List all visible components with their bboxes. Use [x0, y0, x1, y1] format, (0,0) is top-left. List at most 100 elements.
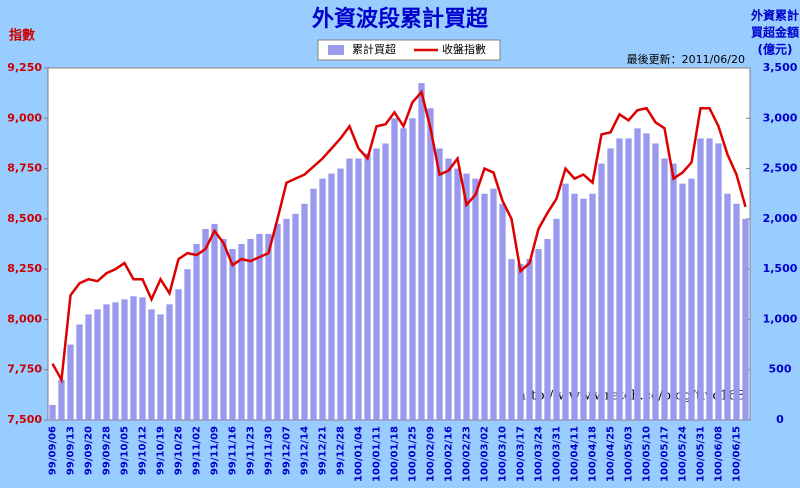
y2ticks-label: 3,000	[763, 111, 798, 124]
x-tick-label: 99/12/28	[336, 426, 347, 475]
bar	[571, 193, 578, 420]
x-tick-label: 100/06/08	[714, 426, 725, 482]
bar	[184, 269, 191, 420]
bar	[382, 143, 389, 420]
x-tick-label: 100/03/10	[498, 426, 509, 482]
yticks-label: 8,750	[7, 162, 42, 175]
x-tick-label: 99/12/14	[300, 426, 311, 475]
y2ticks-label: 2,500	[763, 162, 798, 175]
bar	[598, 163, 605, 421]
x-tick-label: 100/01/11	[372, 426, 383, 482]
bar	[544, 238, 551, 420]
x-tick-label: 100/01/04	[354, 426, 365, 482]
x-tick-label: 99/11/23	[246, 426, 257, 475]
bar	[589, 193, 596, 420]
bar	[553, 218, 560, 420]
bar	[679, 183, 686, 420]
bar	[364, 153, 371, 420]
x-tick-label: 100/05/17	[660, 426, 671, 482]
x-tick-label: 100/05/31	[696, 426, 707, 482]
x-tick-label: 100/05/03	[624, 426, 635, 482]
bar	[526, 259, 533, 420]
yticks-label: 8,500	[7, 212, 42, 225]
bar	[670, 163, 677, 421]
x-tick-label: 100/05/10	[642, 426, 653, 482]
bar	[418, 83, 425, 420]
bar	[166, 304, 173, 420]
bar	[652, 143, 659, 420]
bar	[373, 148, 380, 420]
bar	[688, 178, 695, 420]
x-tick-label: 100/06/15	[732, 426, 743, 482]
x-tick-label: 100/04/11	[570, 426, 581, 482]
x-tick-label: 100/01/25	[408, 426, 419, 482]
bar	[643, 133, 650, 420]
x-tick-label: 100/02/09	[426, 426, 437, 482]
x-tick-label: 99/12/21	[318, 426, 329, 475]
bar	[292, 213, 299, 420]
line	[51, 89, 747, 384]
x-tick-label: 100/03/17	[516, 426, 527, 482]
x-tick-label: 100/02/23	[462, 426, 473, 482]
bar	[85, 314, 92, 420]
x-tick-label: 99/10/26	[174, 426, 185, 475]
bar	[625, 138, 632, 420]
x-tick-label: 99/11/16	[228, 426, 239, 475]
bar	[535, 249, 542, 420]
bar	[58, 379, 65, 420]
bar	[49, 404, 56, 420]
legend	[317, 39, 501, 61]
bar	[427, 108, 434, 420]
yticks-label: 8,250	[7, 262, 42, 275]
bar	[391, 118, 398, 421]
y2ticks-label: 3,500	[763, 61, 798, 74]
bar	[148, 309, 155, 420]
bar	[634, 128, 641, 421]
y2ticks-label: 2,000	[763, 212, 798, 225]
bar	[130, 296, 137, 420]
bar	[94, 309, 101, 420]
bar	[463, 173, 470, 420]
legend-swatch	[328, 45, 344, 55]
bar	[247, 238, 254, 420]
update-note: 最後更新：2011/06/20	[627, 52, 745, 66]
bar	[76, 324, 83, 420]
y-axis-title: 指數	[9, 28, 35, 44]
bar	[661, 158, 668, 420]
bar	[400, 128, 407, 421]
bar	[139, 297, 146, 420]
x-tick-label: 99/10/12	[138, 426, 149, 475]
bar	[490, 188, 497, 420]
x-tick-label: 99/10/05	[120, 426, 131, 475]
bar	[472, 178, 479, 420]
bar	[211, 223, 218, 420]
x-tick-label: 99/11/02	[192, 426, 203, 475]
bar	[706, 138, 713, 420]
y2ticks-label: 0	[776, 413, 784, 426]
bar	[724, 193, 731, 420]
bar	[409, 118, 416, 421]
x-tick-label: 100/03/24	[534, 426, 545, 482]
x-tick-label: 100/03/02	[480, 426, 491, 482]
bar	[742, 218, 749, 420]
bar	[697, 138, 704, 420]
x-tick-label: 99/11/09	[210, 426, 221, 475]
bar	[220, 238, 227, 420]
bar	[310, 188, 317, 420]
yticks-label: 7,500	[7, 413, 42, 426]
bar	[481, 193, 488, 420]
bar	[319, 178, 326, 420]
bar	[508, 259, 515, 420]
yticks-label: 8,000	[7, 312, 42, 325]
bar	[274, 223, 281, 420]
bar	[112, 302, 119, 420]
bar	[256, 233, 263, 420]
yticks-label: 7,750	[7, 363, 42, 376]
y2-axis-title: 買超金額	[751, 25, 799, 40]
bar	[328, 173, 335, 420]
bar	[436, 148, 443, 420]
bar	[193, 244, 200, 420]
bar	[616, 138, 623, 420]
x-tick-label: 99/09/20	[84, 426, 95, 475]
